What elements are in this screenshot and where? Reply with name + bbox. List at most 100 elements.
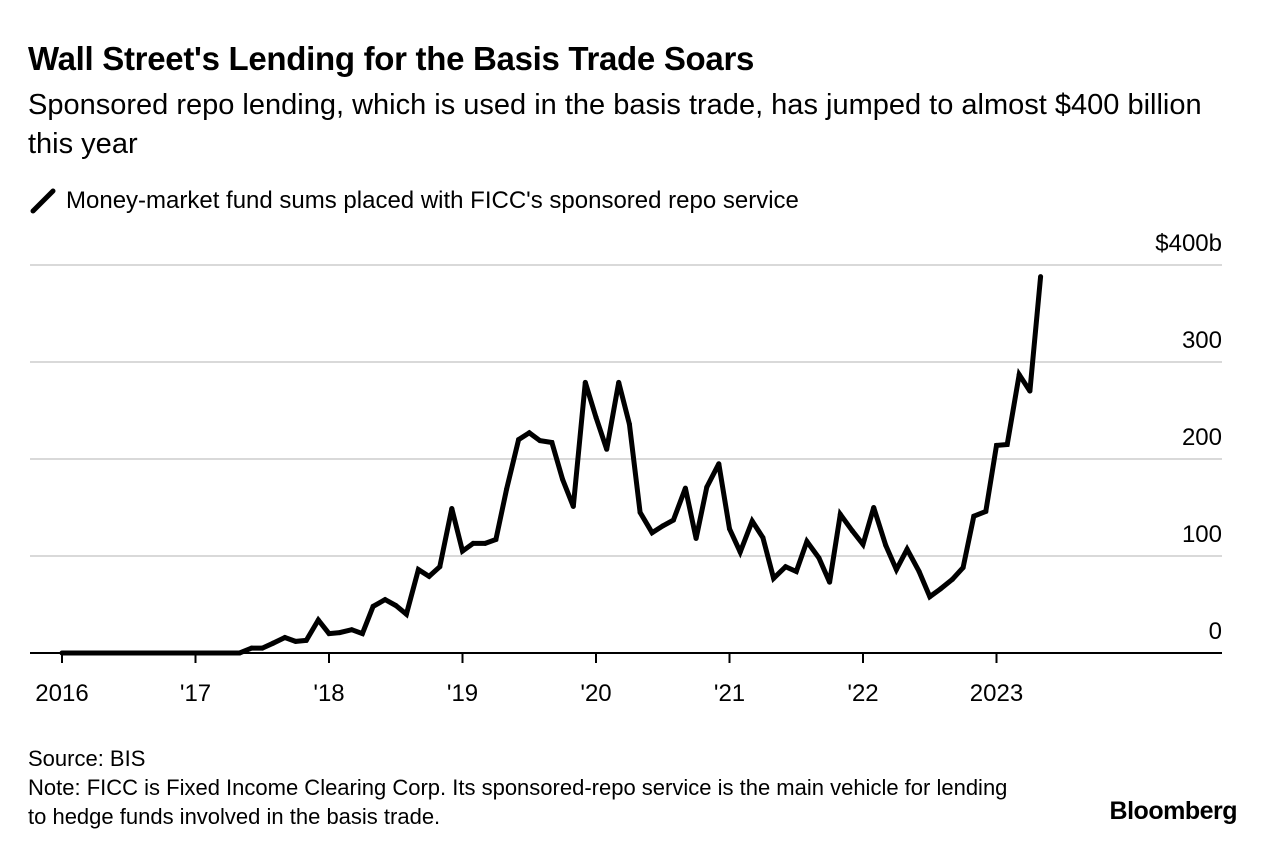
- bloomberg-logo: Bloomberg: [1109, 797, 1238, 825]
- y-tick-label: 0: [1209, 618, 1222, 645]
- data-point: [693, 536, 699, 541]
- data-point: [359, 631, 365, 637]
- y-tick-label: 100: [1182, 521, 1222, 548]
- data-point: [927, 594, 933, 600]
- data-point: [816, 555, 822, 561]
- data-point: [983, 508, 989, 514]
- data-point: [437, 564, 443, 570]
- data-point: [916, 569, 922, 574]
- data-point: [727, 526, 732, 532]
- x-tick-label: 2023: [970, 680, 1023, 707]
- data-point: [516, 437, 522, 443]
- y-axis-labels: 0 100 200 300 $400b: [1155, 230, 1222, 645]
- series-layer: [59, 274, 1044, 656]
- data-point: [883, 542, 889, 548]
- line-chart: 0 100 200 300 $400b 2016 '17 '18 '19 '20 '21 '22 20…: [30, 230, 1222, 707]
- data-point: [293, 638, 299, 644]
- data-point: [827, 579, 833, 585]
- data-point: [193, 650, 198, 656]
- legend-line-icon: [30, 188, 56, 214]
- x-tick-label: '20: [580, 680, 611, 707]
- data-point: [259, 645, 265, 651]
- data-point: [1004, 442, 1010, 447]
- data-point: [1038, 274, 1044, 280]
- data-point: [249, 645, 255, 651]
- data-point: [760, 535, 766, 541]
- x-tick-label: '19: [447, 680, 478, 707]
- data-point: [682, 485, 688, 491]
- x-tick-label: '22: [847, 680, 878, 707]
- data-point: [626, 421, 632, 427]
- data-point: [793, 569, 799, 574]
- data-point: [637, 509, 643, 515]
- data-point: [771, 575, 777, 581]
- data-point: [326, 631, 332, 637]
- data-point: [871, 505, 877, 510]
- data-point: [660, 523, 666, 529]
- data-point: [426, 573, 432, 579]
- data-point: [560, 476, 566, 482]
- x-tick-label: '18: [313, 680, 344, 707]
- data-point: [949, 576, 955, 582]
- data-point: [460, 548, 465, 554]
- data-point: [315, 617, 321, 623]
- series-line-0: [62, 276, 1044, 656]
- data-point: [893, 567, 899, 573]
- data-point: [470, 540, 476, 546]
- data-point: [403, 611, 409, 617]
- data-point: [670, 517, 676, 523]
- data-point: [270, 640, 276, 646]
- y-tick-label: 300: [1182, 327, 1222, 354]
- data-point: [860, 541, 866, 547]
- y-tick-label: 200: [1182, 424, 1222, 451]
- legend-label: Money-market fund sums placed with FICC'…: [66, 187, 799, 214]
- chart-subtitle: Sponsored repo lending, which is used in…: [28, 89, 1202, 160]
- data-point: [937, 586, 943, 592]
- data-point: [716, 461, 722, 467]
- data-point: [303, 637, 309, 643]
- data-point: [971, 513, 977, 519]
- data-point: [382, 597, 388, 603]
- data-point: [649, 530, 655, 536]
- legend: Money-market fund sums placed with FICC'…: [28, 186, 799, 216]
- data-point: [704, 484, 710, 490]
- data-point: [526, 430, 532, 436]
- data-point: [282, 635, 288, 640]
- footer-notes: Source: BIS Note: FICC is Fixed Income C…: [28, 744, 1028, 831]
- data-point: [493, 537, 499, 542]
- data-point: [415, 567, 421, 573]
- data-point: [337, 630, 343, 636]
- data-point: [370, 603, 376, 609]
- chart-title: Wall Street's Lending for the Basis Trad…: [28, 40, 755, 77]
- data-point: [616, 379, 622, 385]
- data-point: [237, 650, 243, 656]
- data-point: [593, 414, 599, 420]
- data-point: [582, 379, 588, 385]
- data-point: [59, 650, 65, 656]
- gridlines: [30, 264, 1222, 557]
- data-point: [537, 438, 543, 444]
- data-point: [749, 518, 755, 524]
- data-point: [737, 549, 743, 555]
- data-point: [904, 546, 910, 552]
- data-point: [960, 565, 966, 571]
- data-point: [136, 650, 142, 656]
- data-point: [482, 540, 488, 546]
- note-text: Note: FICC is Fixed Income Clearing Corp…: [28, 775, 1008, 829]
- data-point: [1016, 372, 1022, 378]
- data-point: [349, 627, 355, 633]
- data-point: [1027, 388, 1033, 394]
- data-point: [549, 440, 555, 445]
- data-point: [783, 564, 789, 570]
- x-tick-label: '21: [714, 680, 745, 707]
- y-tick-label: $400b: [1155, 230, 1222, 257]
- x-tick-label: '17: [180, 680, 211, 707]
- x-tick-label: 2016: [35, 680, 88, 707]
- data-point: [393, 603, 399, 608]
- data-point: [604, 446, 610, 452]
- data-point: [849, 528, 855, 534]
- data-point: [570, 504, 576, 509]
- data-point: [449, 506, 455, 511]
- data-point: [804, 538, 810, 544]
- source-text: Source: BIS: [28, 746, 146, 771]
